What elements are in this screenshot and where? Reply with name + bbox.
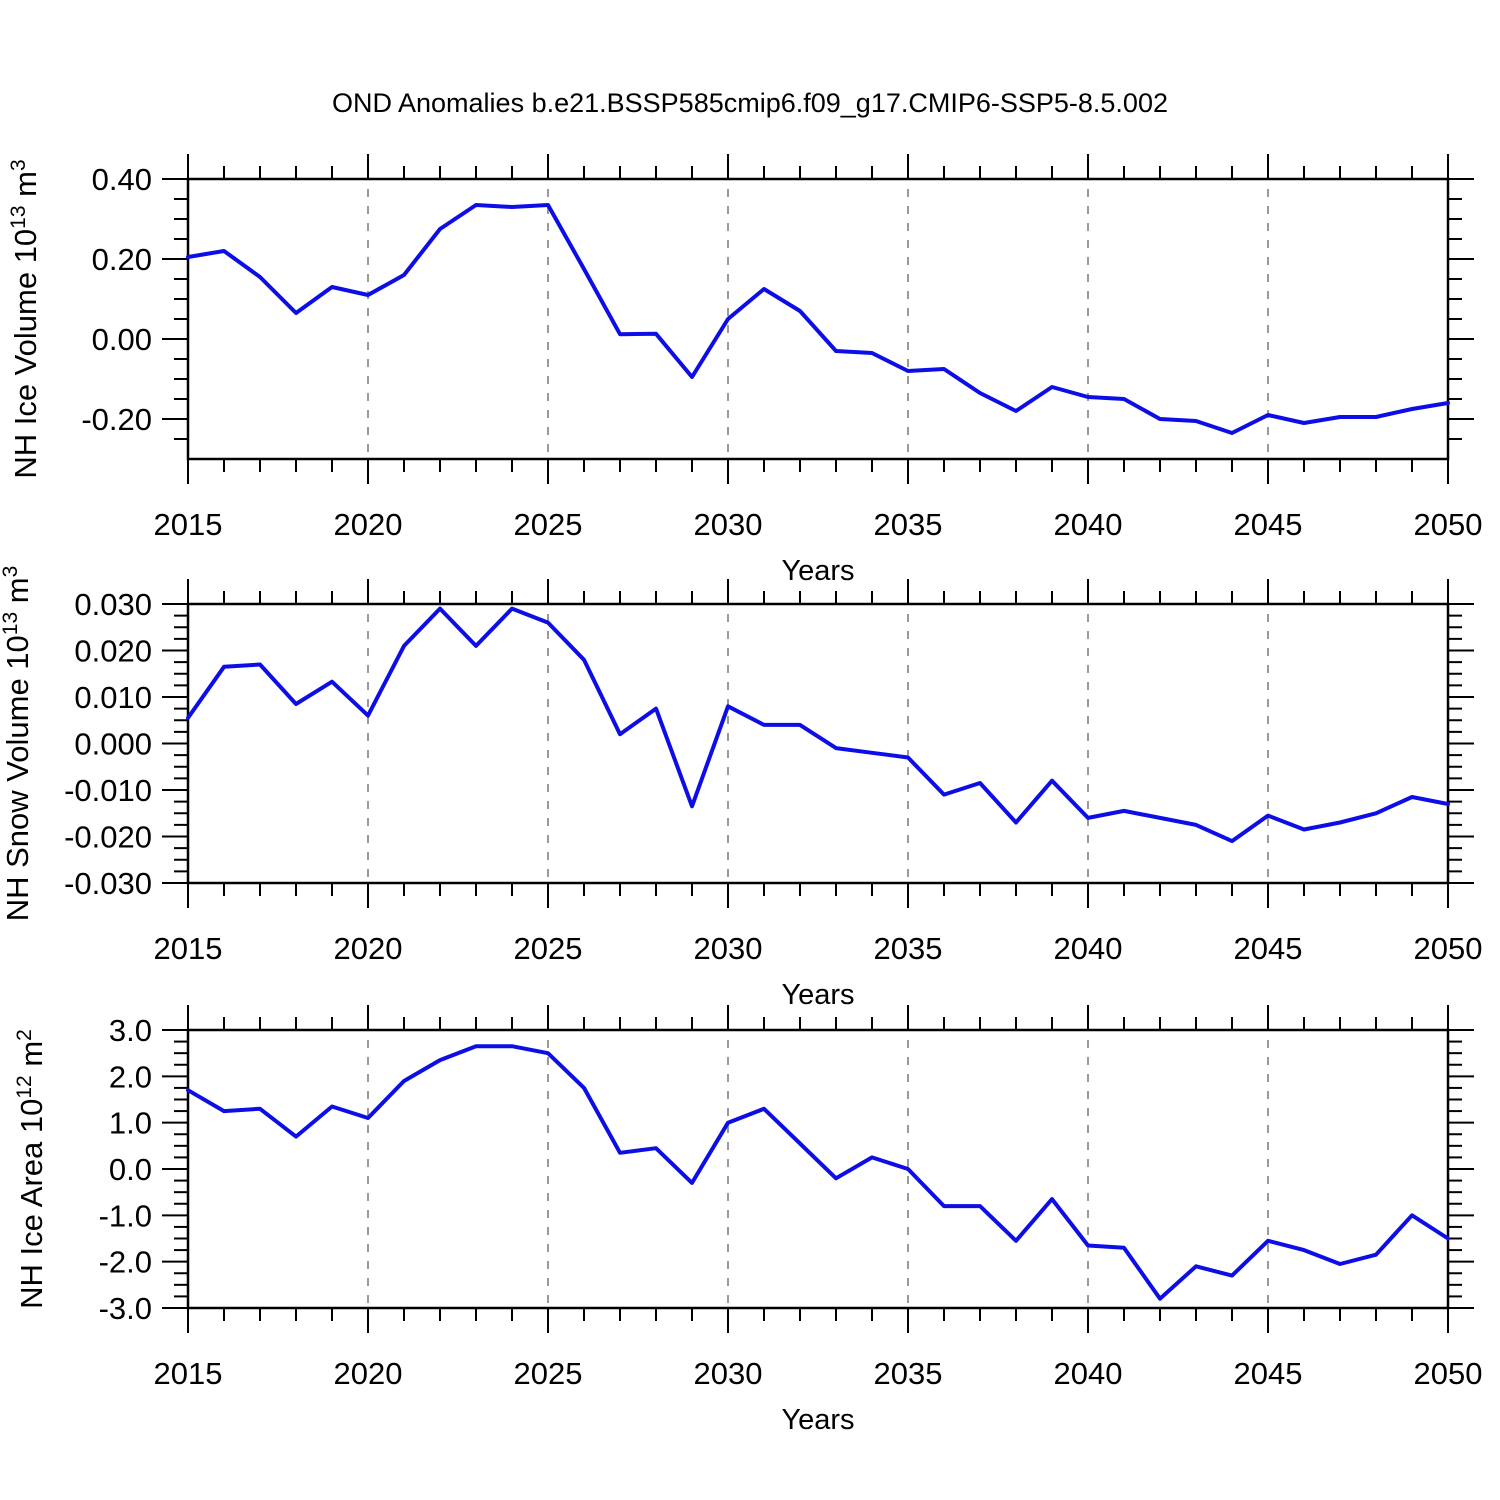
plot-frame xyxy=(186,177,1450,461)
y-tick-label: 0.0 xyxy=(109,1152,152,1187)
series-nh-ice-volume xyxy=(186,203,1450,435)
x-tick-label: 2030 xyxy=(694,931,763,966)
panel-nh-snow-volume: 2015 2020 2025 2030 2035 2040 2045 2050 Years 0.0… xyxy=(0,566,1482,1011)
x-tick-label: 2035 xyxy=(874,507,943,542)
x-tick-label: 2015 xyxy=(154,507,223,542)
y-tick-label: 0.00 xyxy=(92,322,152,357)
y-tick-label: 0.20 xyxy=(92,242,152,277)
x-tick-label: 2020 xyxy=(334,507,403,542)
x-tick-label: 2035 xyxy=(874,931,943,966)
y-tick-label: 2.0 xyxy=(109,1059,152,1094)
y-tick-label: -0.030 xyxy=(64,866,152,901)
y-tick-label: -2.0 xyxy=(99,1245,152,1280)
x-tick-label: 2025 xyxy=(514,507,583,542)
y-tick-label: 0.40 xyxy=(92,162,152,197)
x-tick-label: 2020 xyxy=(334,931,403,966)
x-tick-label: 2045 xyxy=(1234,1356,1303,1391)
y-tick-label: 0.020 xyxy=(74,634,152,669)
x-tick-label: 2040 xyxy=(1054,931,1123,966)
plot-frame xyxy=(186,602,1450,885)
plot-frame xyxy=(186,1028,1450,1310)
x-tick-label: 2020 xyxy=(334,1356,403,1391)
y-axis-title: NH Snow Volume 1013 m3 xyxy=(0,566,35,922)
y-tick-label: -0.010 xyxy=(64,773,152,808)
x-tick-label: 2045 xyxy=(1234,931,1303,966)
series-nh-ice-area xyxy=(186,1044,1450,1301)
panel-nh-ice-area: 2015 2020 2025 2030 2035 2040 2045 2050 Years 3.0… xyxy=(13,1005,1482,1436)
y-tick-label: 0.000 xyxy=(74,727,152,762)
x-tick-label: 2025 xyxy=(514,1356,583,1391)
y-tick-label: -0.020 xyxy=(64,820,152,855)
x-tick-label: 2015 xyxy=(154,1356,223,1391)
y-tick-label: 0.010 xyxy=(74,680,152,715)
x-tick-label: 2035 xyxy=(874,1356,943,1391)
x-tick-label: 2030 xyxy=(694,1356,763,1391)
y-tick-label: -1.0 xyxy=(99,1198,152,1233)
x-tick-label: 2045 xyxy=(1234,507,1303,542)
x-tick-label: 2040 xyxy=(1054,507,1123,542)
y-tick-label: 0.030 xyxy=(74,587,152,622)
x-tick-label: 2040 xyxy=(1054,1356,1123,1391)
x-axis-title: Years xyxy=(781,979,854,1011)
x-tick-label: 2050 xyxy=(1414,507,1483,542)
x-tick-label: 2050 xyxy=(1414,931,1483,966)
y-tick-label: -0.20 xyxy=(81,402,152,437)
y-tick-label: -3.0 xyxy=(99,1291,152,1326)
y-tick-label: 1.0 xyxy=(109,1106,152,1141)
y-axis-title: NH Ice Area 1012 m2 xyxy=(13,1029,49,1309)
y-axis-title: NH Ice Volume 1013 m3 xyxy=(7,159,43,478)
x-tick-label: 2025 xyxy=(514,931,583,966)
x-axis-title: Years xyxy=(781,1404,854,1436)
series-nh-snow-volume xyxy=(186,606,1450,844)
chart-title: OND Anomalies b.e21.BSSP585cmip6.f09_g17… xyxy=(332,88,1168,118)
x-tick-label: 2030 xyxy=(694,507,763,542)
x-tick-label: 2050 xyxy=(1414,1356,1483,1391)
panel-nh-ice-volume: 2015 2020 2025 2030 2035 2040 2045 2050 Years 0.4… xyxy=(7,154,1482,587)
x-axis-title: Years xyxy=(781,555,854,587)
y-tick-label: 3.0 xyxy=(109,1013,152,1048)
x-tick-label: 2015 xyxy=(154,931,223,966)
